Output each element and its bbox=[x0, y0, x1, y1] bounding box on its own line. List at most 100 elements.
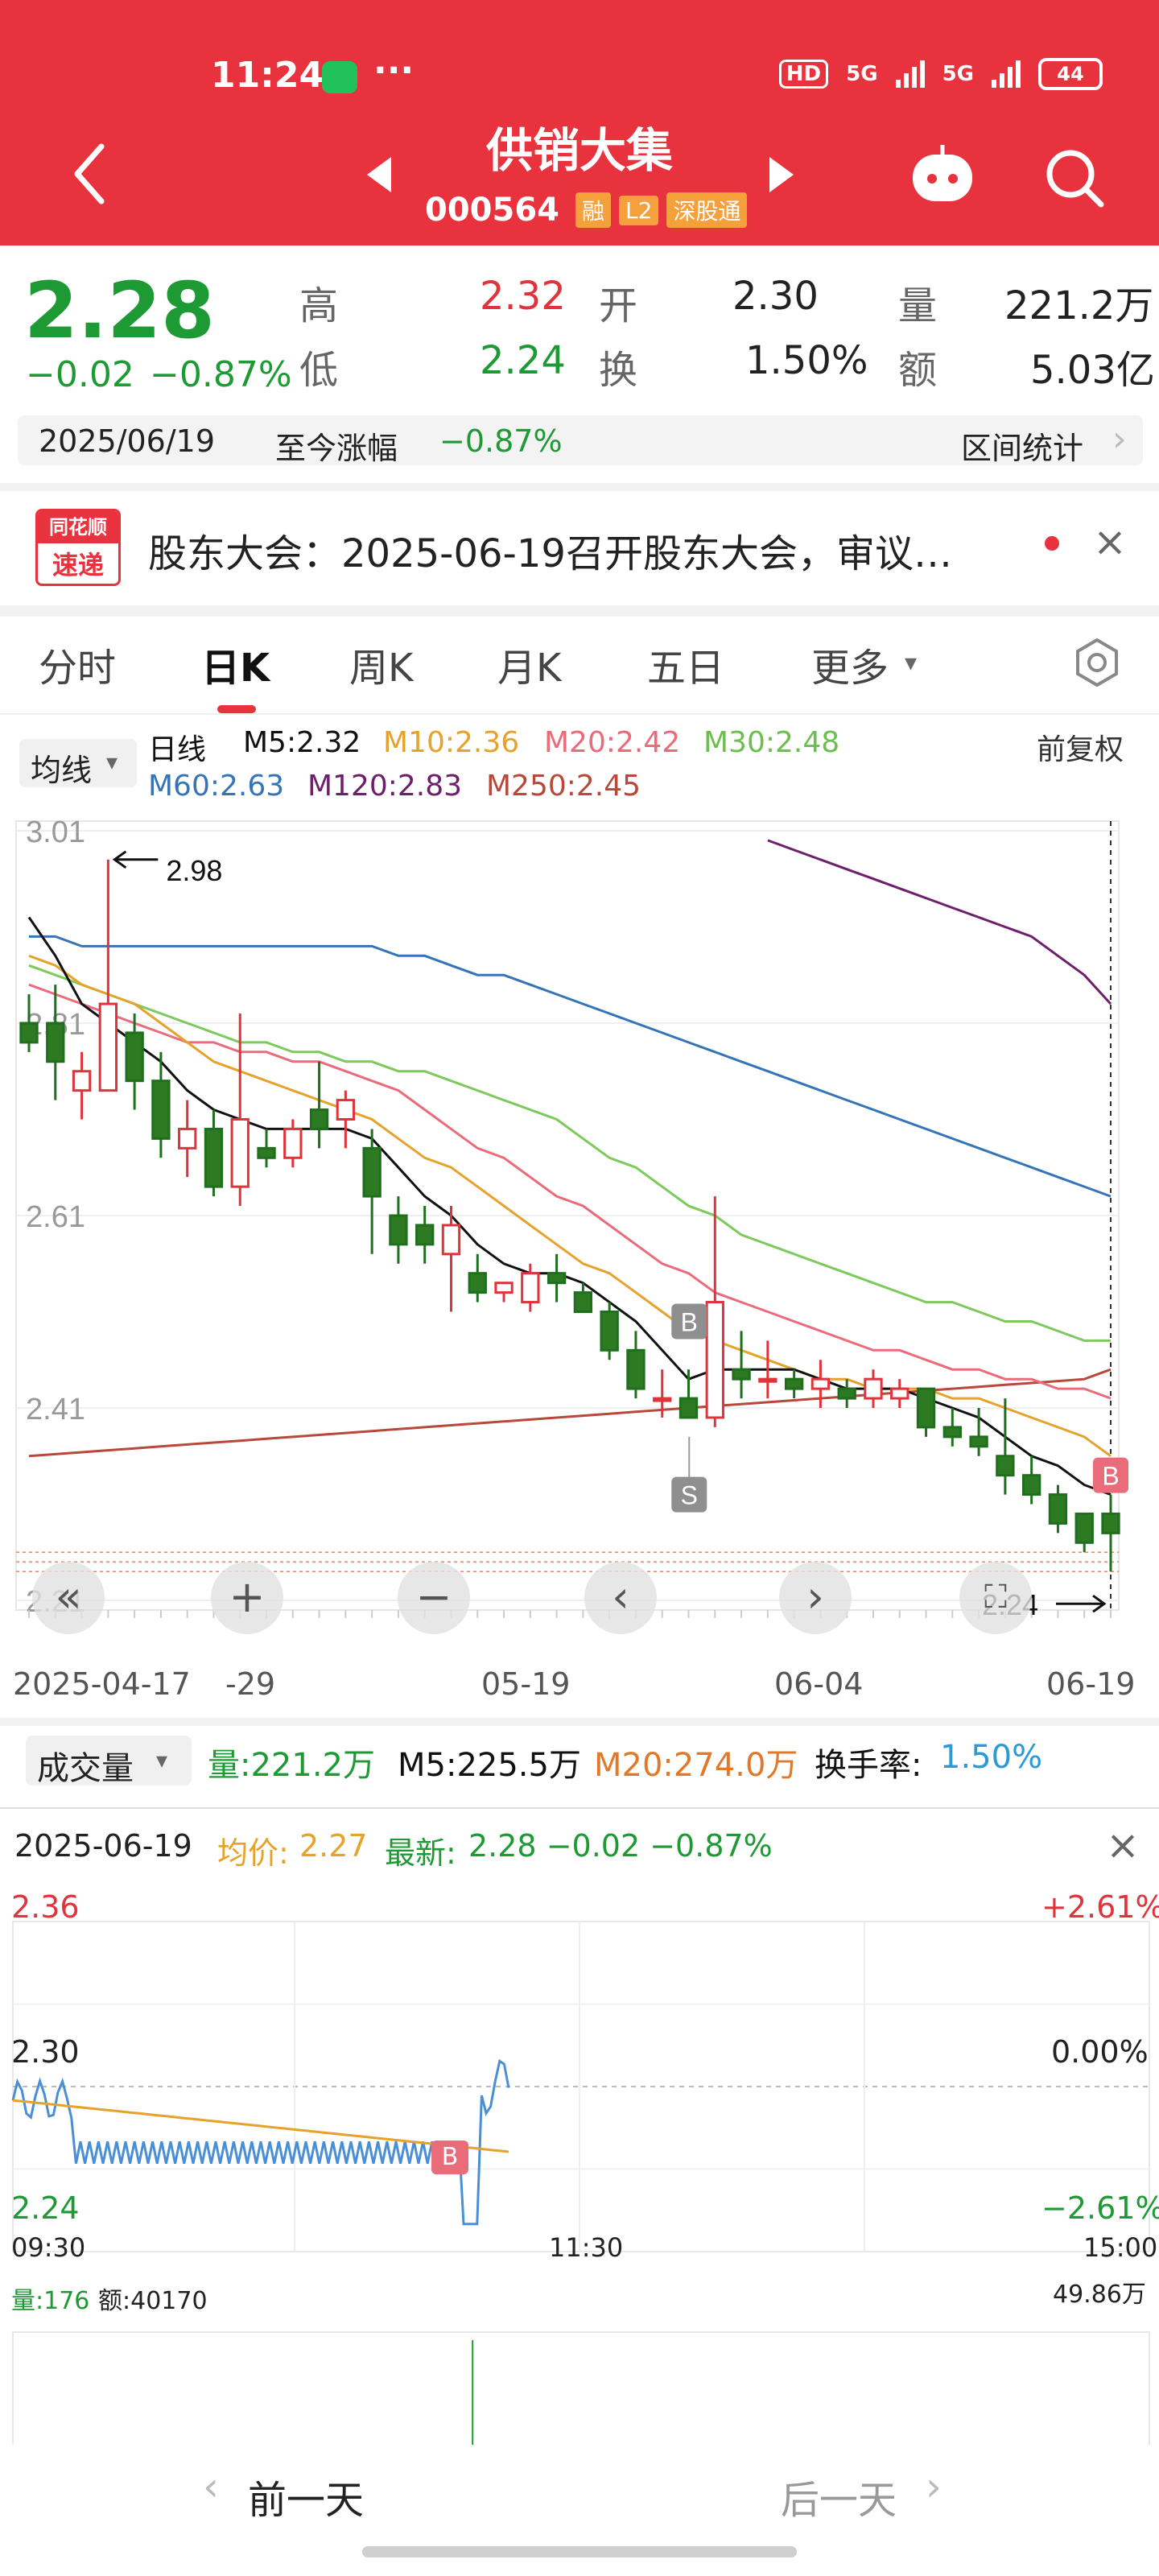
avg-value: 2.27 bbox=[299, 1828, 368, 1864]
next-stock-icon[interactable] bbox=[769, 157, 794, 192]
date-bar[interactable]: 2025/06/19 至今涨幅 −0.87% 区间统计 › bbox=[18, 415, 1143, 466]
wechat-icon bbox=[322, 61, 357, 93]
chevron-right-icon: › bbox=[1112, 419, 1127, 460]
ma-m30: M30:2.48 bbox=[703, 726, 840, 759]
divider-4 bbox=[0, 1718, 1159, 1726]
since-label: 至今涨幅 bbox=[275, 431, 398, 466]
open-value: 2.30 bbox=[732, 274, 819, 319]
x-tick-2: -29 bbox=[225, 1666, 276, 1702]
pan-right-button[interactable]: › bbox=[779, 1562, 852, 1634]
candle-up bbox=[283, 1127, 303, 1159]
intraday-close-icon[interactable]: × bbox=[1106, 1822, 1140, 1868]
hd-icon: HD bbox=[778, 60, 829, 89]
zoom-in-button[interactable]: + bbox=[211, 1562, 283, 1634]
fullscreen-button[interactable]: ⛶ bbox=[959, 1562, 1032, 1634]
price-change: −0.02 bbox=[26, 354, 134, 395]
tab-more[interactable]: 更多 bbox=[811, 646, 889, 691]
stock-code: 000564 bbox=[425, 192, 559, 229]
ma-m5: M5:2.32 bbox=[243, 726, 361, 759]
high-value: 2.32 bbox=[480, 274, 566, 319]
tab-five-day[interactable]: 五日 bbox=[647, 646, 725, 691]
indicator-chevron-icon: ▾ bbox=[156, 1747, 168, 1773]
turnover-label: 换 bbox=[599, 348, 638, 393]
intraday-y-mid: 2.30 bbox=[11, 2034, 80, 2070]
settings-gear-icon[interactable] bbox=[1070, 636, 1124, 689]
ma10-line bbox=[28, 954, 1112, 1458]
news-banner[interactable]: 同花顺 速递 股东大会：2025-06-19召开股东大会，审议… × bbox=[0, 499, 1159, 596]
candle-down bbox=[362, 1146, 382, 1198]
intraday-chart[interactable] bbox=[0, 1881, 1159, 2445]
tag-shenguotong: 深股通 bbox=[666, 192, 748, 228]
candle-down bbox=[678, 1397, 699, 1419]
status-time: 11:24 bbox=[211, 55, 324, 96]
prev-day-button[interactable]: 前一天 bbox=[248, 2478, 365, 2523]
news-close-icon[interactable]: × bbox=[1093, 518, 1127, 565]
intraday-t-start: 09:30 bbox=[11, 2232, 86, 2263]
intraday-pct-top: +2.61% bbox=[1041, 1889, 1159, 1925]
candle-down bbox=[1048, 1493, 1068, 1525]
intraday-y-top: 2.36 bbox=[11, 1889, 80, 1925]
tag-l2: L2 bbox=[619, 195, 659, 225]
tag-margin: 融 bbox=[575, 192, 612, 228]
candle-up bbox=[336, 1099, 356, 1121]
range-stats-button[interactable]: 区间统计 bbox=[961, 431, 1084, 466]
date-bar-date: 2025/06/19 bbox=[39, 423, 216, 459]
intraday-pct-mid: 0.00% bbox=[1051, 2034, 1149, 2070]
ma20-line bbox=[28, 983, 1112, 1400]
intraday-t-end: 15:00 bbox=[1083, 2232, 1158, 2263]
intraday-avg-line bbox=[12, 2099, 509, 2153]
candle-down bbox=[125, 1031, 144, 1083]
vol-turnover-label: 换手率: bbox=[815, 1747, 922, 1784]
candle-down bbox=[46, 1022, 65, 1063]
prev-stock-icon[interactable] bbox=[367, 157, 391, 192]
divider bbox=[0, 483, 1159, 491]
intraday-pct-bot: −2.61% bbox=[1041, 2190, 1159, 2226]
robot-assistant-icon[interactable] bbox=[906, 143, 979, 208]
home-indicator bbox=[362, 2546, 797, 2557]
candle-down bbox=[996, 1455, 1015, 1477]
avg-label: 均价: bbox=[217, 1835, 289, 1871]
intraday-t-mid: 11:30 bbox=[549, 2232, 624, 2263]
next-day-button[interactable]: 后一天 bbox=[781, 2478, 897, 2523]
tab-weekly-k[interactable]: 周K bbox=[349, 646, 414, 691]
candle-down bbox=[732, 1368, 751, 1381]
amount-value: 5.03亿 bbox=[1030, 348, 1155, 393]
pan-left-button[interactable]: ‹ bbox=[584, 1562, 657, 1634]
stock-code-row: 000564 融 L2 深股通 bbox=[425, 192, 748, 229]
zoom-out-far-button[interactable]: « bbox=[32, 1562, 105, 1634]
candle-down bbox=[1074, 1512, 1094, 1544]
tab-monthly-k[interactable]: 月K bbox=[497, 646, 562, 691]
ma-selector[interactable]: 均线 ▾ bbox=[19, 739, 137, 788]
candle-down bbox=[257, 1146, 276, 1159]
ma-m120: M120:2.83 bbox=[307, 770, 463, 803]
volume-value: 221.2万 bbox=[1004, 283, 1154, 328]
adjust-mode[interactable]: 前复权 bbox=[1037, 733, 1124, 766]
since-value: −0.87% bbox=[439, 423, 563, 459]
candle-up bbox=[441, 1224, 461, 1256]
candle-down bbox=[969, 1435, 988, 1448]
candle-up bbox=[72, 1070, 92, 1092]
max-marker-arrowhead bbox=[112, 850, 127, 869]
kline-chart[interactable]: 3.012.812.612.412.21 2.982.24BSB bbox=[0, 805, 1159, 1658]
sell-marker: S bbox=[681, 1481, 698, 1510]
intraday-vol-max: 49.86万 bbox=[1053, 2281, 1146, 2309]
search-icon[interactable] bbox=[1043, 147, 1107, 211]
ma120-line bbox=[767, 839, 1112, 1005]
low-value: 2.24 bbox=[480, 338, 566, 383]
back-icon[interactable] bbox=[69, 142, 109, 206]
zoom-out-button[interactable]: − bbox=[398, 1562, 470, 1634]
buy-marker-latest: B bbox=[1102, 1462, 1119, 1491]
candle-up bbox=[521, 1272, 540, 1304]
indicator-selector[interactable]: 成交量 ▾ bbox=[26, 1736, 192, 1787]
tab-intraday[interactable]: 分时 bbox=[39, 646, 117, 691]
candle-down bbox=[19, 1022, 39, 1044]
tab-daily-k[interactable]: 日K bbox=[201, 646, 270, 691]
intraday-vol-frame bbox=[12, 2331, 1150, 2445]
amount-label: 额 bbox=[898, 348, 938, 393]
x-tick-start: 2025-04-17 bbox=[13, 1666, 191, 1702]
next-day-chevron-icon: › bbox=[926, 2463, 942, 2510]
candle-down bbox=[389, 1214, 408, 1246]
unread-dot bbox=[1045, 536, 1059, 551]
candle-up bbox=[178, 1127, 197, 1150]
ma-m20: M20:2.42 bbox=[544, 726, 681, 759]
